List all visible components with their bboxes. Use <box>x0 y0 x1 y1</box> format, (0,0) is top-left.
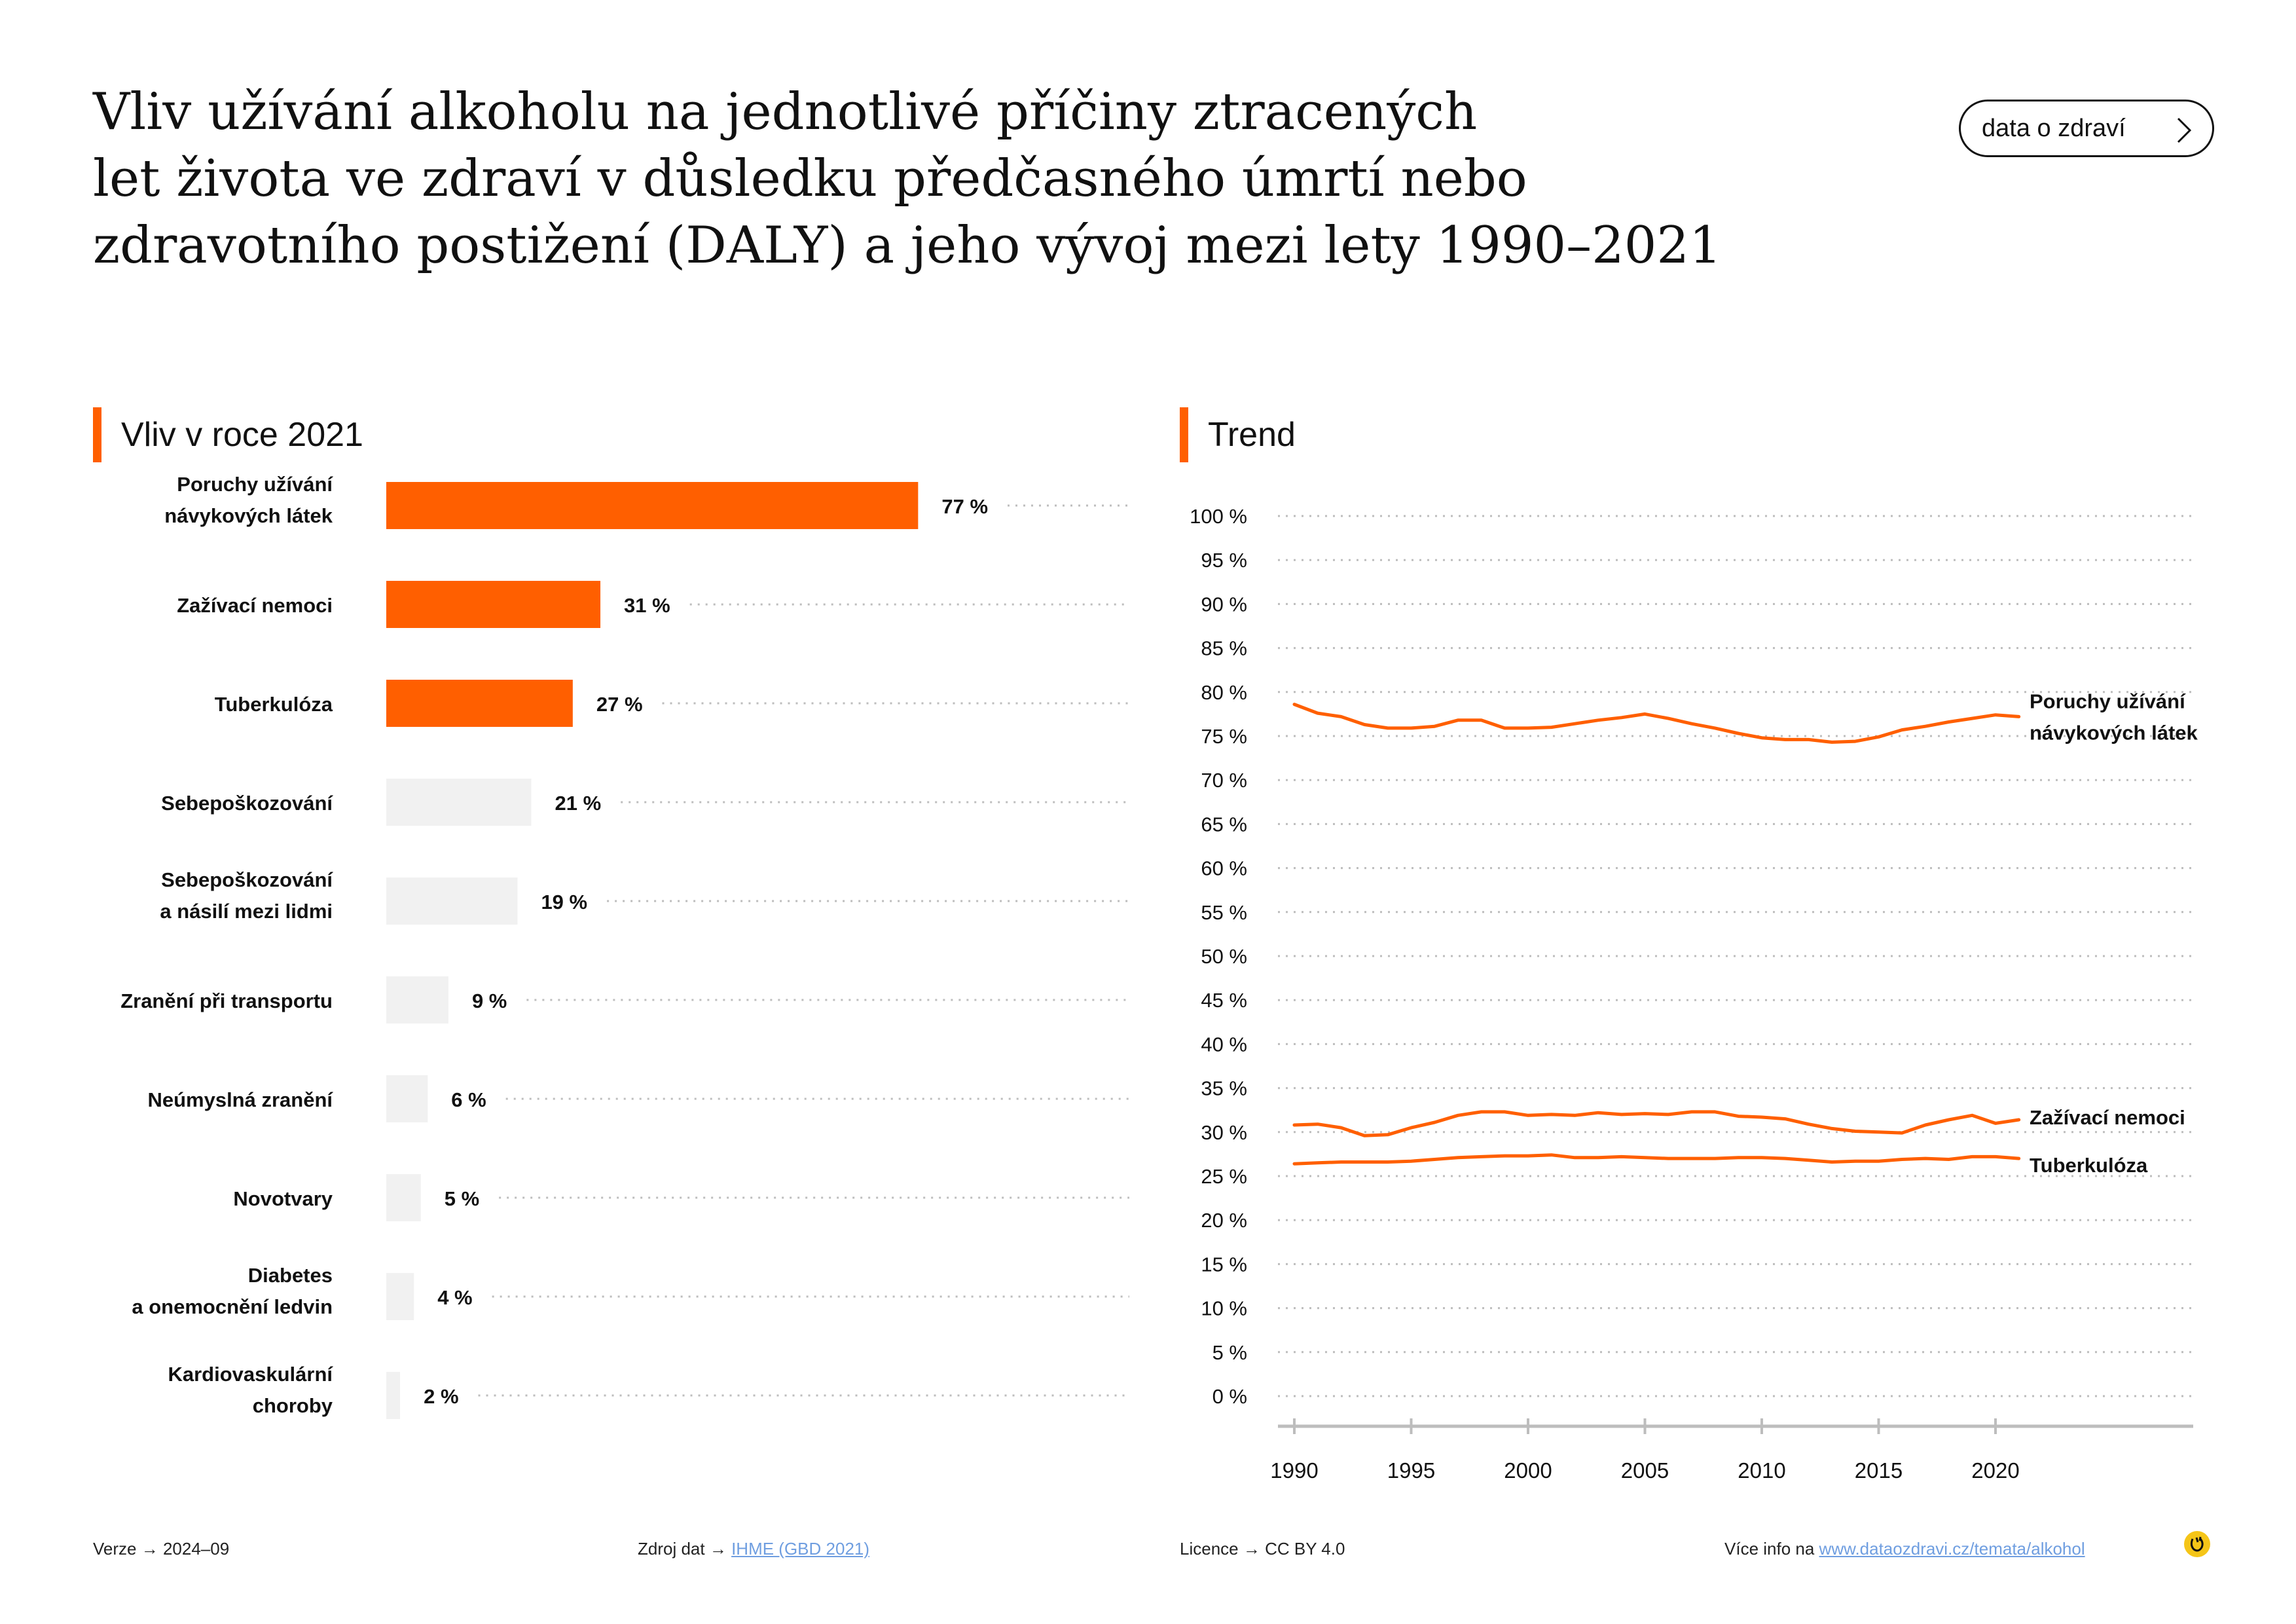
bar-category-label: Sebepoškozování <box>161 868 333 891</box>
bar-category-label: Poruchy užívání <box>177 473 333 496</box>
series-line-1 <box>1292 1110 2021 1137</box>
footer-license: Licence → CC BY 4.0 <box>1180 1539 1345 1559</box>
bar-2 <box>386 680 573 727</box>
y-tick-label: 35 % <box>1201 1077 1247 1100</box>
bar-category-label: Zažívací nemoci <box>177 594 333 617</box>
y-tick-label: 10 % <box>1201 1297 1247 1320</box>
data-o-zdravi-label: data o zdraví <box>1982 114 2126 142</box>
page-title: Vliv užívání alkoholu na jednotlivé příč… <box>93 79 1730 279</box>
y-tick-label: 75 % <box>1201 725 1247 748</box>
license-label: Licence <box>1180 1539 1239 1559</box>
x-tick-label: 1995 <box>1387 1458 1435 1483</box>
x-tick-label: 2020 <box>1971 1458 2019 1483</box>
bar-category-label: Zranění při transportu <box>120 989 333 1012</box>
y-tick-label: 80 % <box>1201 681 1247 704</box>
bar-value-label: 19 % <box>541 891 587 913</box>
y-tick-label: 20 % <box>1201 1209 1247 1232</box>
bar-4 <box>386 877 518 925</box>
y-tick-label: 25 % <box>1201 1165 1247 1188</box>
y-tick-label: 40 % <box>1201 1033 1247 1056</box>
bar-value-label: 21 % <box>555 792 602 815</box>
source-link[interactable]: IHME (GBD 2021) <box>731 1539 870 1559</box>
bar-chart-title: Vliv v roce 2021 <box>121 416 363 454</box>
chevron-right-icon <box>2177 117 2192 143</box>
arrow: → <box>141 1539 158 1559</box>
bar-1 <box>386 581 601 628</box>
bar-value-label: 2 % <box>424 1385 458 1408</box>
x-tick-label: 2015 <box>1855 1458 1903 1483</box>
y-tick-label: 45 % <box>1201 989 1247 1012</box>
bar-7 <box>386 1174 421 1221</box>
version-value: 2024–09 <box>162 1539 230 1559</box>
trend-chart-heading: Trend <box>1180 407 1296 462</box>
bar-category-label: choroby <box>253 1394 333 1417</box>
y-tick-label: 65 % <box>1201 813 1247 836</box>
version-label: Verze <box>93 1539 137 1559</box>
title-line: Vliv užívání alkoholu na jednotlivé příč… <box>93 83 1478 141</box>
bar-chart-heading: Vliv v roce 2021 <box>93 407 363 462</box>
logo-glyph-icon <box>2190 1536 2204 1552</box>
bar-category-label: Diabetes <box>248 1264 333 1287</box>
x-tick-label: 2000 <box>1504 1458 1552 1483</box>
bar-category-label: Kardiovaskulární <box>168 1363 333 1386</box>
trend-chart-title: Trend <box>1208 416 1296 454</box>
source-label: Zdroj dat <box>638 1539 705 1559</box>
bar-value-label: 4 % <box>437 1286 472 1309</box>
more-info-link[interactable]: www.dataozdravi.cz/temata/alkohol <box>1819 1539 2085 1559</box>
series-label: Zažívací nemoci <box>2030 1106 2185 1129</box>
bar-value-label: 31 % <box>624 594 670 617</box>
bar-5 <box>386 976 448 1024</box>
bar-3 <box>386 779 532 826</box>
y-tick-label: 70 % <box>1201 769 1247 792</box>
heading-accent-bar <box>93 407 101 462</box>
dataozdravi-logo-icon <box>2184 1531 2210 1557</box>
bar-category-label: Neúmyslná zranění <box>147 1088 333 1111</box>
license-value: CC BY 4.0 <box>1265 1539 1345 1559</box>
x-tick-label: 2005 <box>1621 1458 1669 1483</box>
title-line: zdravotního postižení (DALY) a jeho vývo… <box>93 216 1722 275</box>
bar-category-label: Novotvary <box>233 1187 333 1210</box>
footer-more-info: Více info na www.dataozdravi.cz/temata/a… <box>1724 1539 2085 1559</box>
y-tick-label: 30 % <box>1201 1121 1247 1144</box>
series-line-2 <box>1292 1153 2021 1166</box>
bar-category-label: Tuberkulóza <box>215 693 333 716</box>
bar-9 <box>386 1372 401 1419</box>
footer-source: Zdroj dat → IHME (GBD 2021) <box>638 1539 869 1559</box>
y-tick-label: 100 % <box>1190 505 1247 528</box>
bar-value-label: 5 % <box>445 1187 479 1210</box>
y-tick-label: 15 % <box>1201 1253 1247 1276</box>
arrow: → <box>709 1539 727 1559</box>
bar-8 <box>386 1273 414 1320</box>
series-label: Poruchy užívání <box>2030 690 2186 712</box>
bar-value-label: 9 % <box>472 989 507 1012</box>
x-tick-label: 2010 <box>1738 1458 1785 1483</box>
bar-category-label: Sebepoškozování <box>161 792 333 815</box>
bar-category-label: a násilí mezi lidmi <box>160 900 333 923</box>
y-tick-label: 90 % <box>1201 593 1247 616</box>
y-tick-label: 60 % <box>1201 857 1247 880</box>
y-tick-label: 0 % <box>1212 1385 1247 1408</box>
heading-accent-bar <box>1180 407 1188 462</box>
bar-value-label: 77 % <box>941 495 988 518</box>
y-tick-label: 95 % <box>1201 549 1247 572</box>
x-tick-label: 1990 <box>1270 1458 1318 1483</box>
y-tick-label: 85 % <box>1201 637 1247 660</box>
title-line: let života ve zdraví v důsledku předčasn… <box>93 149 1527 208</box>
series-label: návykových látek <box>2030 721 2198 744</box>
more-info-label: Více info na <box>1724 1539 1815 1559</box>
series-label: Tuberkulóza <box>2030 1154 2148 1177</box>
bar-0 <box>386 482 919 529</box>
bar-category-label: a onemocnění ledvin <box>132 1295 333 1318</box>
bar-value-label: 27 % <box>596 693 643 716</box>
y-tick-label: 55 % <box>1201 901 1247 924</box>
data-o-zdravi-button[interactable]: data o zdraví <box>1959 100 2214 157</box>
bar-6 <box>386 1075 428 1122</box>
y-tick-label: 50 % <box>1201 945 1247 968</box>
series-line-0 <box>1292 703 2021 744</box>
y-tick-label: 5 % <box>1212 1341 1247 1364</box>
bar-category-label: návykových látek <box>164 504 333 527</box>
bar-value-label: 6 % <box>451 1088 486 1111</box>
footer-version: Verze → 2024–09 <box>93 1539 229 1559</box>
arrow: → <box>1243 1539 1260 1559</box>
